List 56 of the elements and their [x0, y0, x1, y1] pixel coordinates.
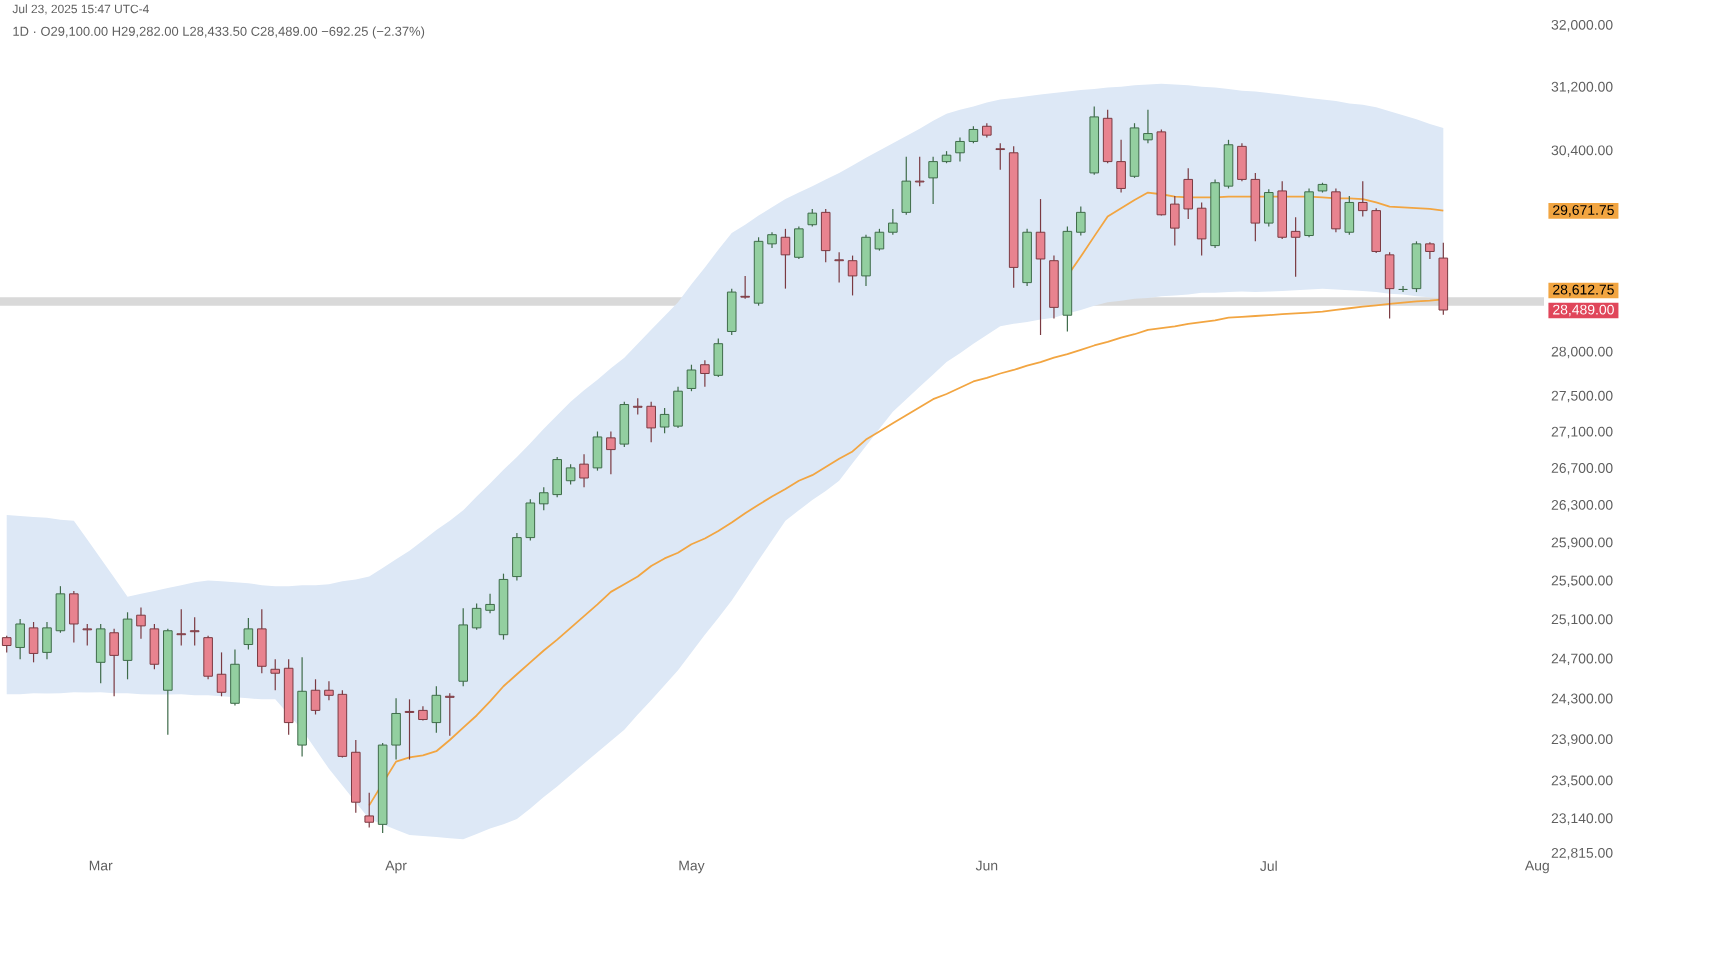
candlestick — [995, 142, 1006, 171]
candlestick — [619, 401, 630, 448]
candlestick — [15, 618, 25, 660]
candlestick — [136, 606, 146, 640]
candlestick — [1076, 205, 1086, 237]
candlestick — [901, 156, 912, 216]
candlestick — [444, 692, 455, 737]
candlestick — [834, 251, 844, 284]
candlestick — [606, 430, 616, 475]
candlestick — [243, 617, 254, 651]
candlestick — [1143, 109, 1153, 144]
candlestick — [95, 623, 106, 684]
candlestick — [1331, 187, 1341, 233]
candlestick — [82, 623, 93, 647]
candlestick — [700, 359, 710, 388]
candlestick — [713, 337, 724, 378]
candlestick — [109, 628, 119, 697]
candlestick — [364, 792, 375, 829]
candlestick — [780, 228, 791, 290]
candlestick — [431, 685, 442, 734]
candlestick — [1277, 180, 1287, 240]
candlestick — [928, 156, 938, 205]
candlestick — [1290, 216, 1301, 278]
candlestick — [216, 651, 227, 697]
candlestick — [1384, 251, 1395, 320]
candlestick — [404, 698, 415, 761]
candlestick — [1304, 187, 1314, 238]
candlestick — [270, 658, 281, 691]
candlestick — [579, 453, 589, 488]
candlestick — [1263, 188, 1274, 228]
candlestick — [794, 225, 804, 260]
candlestick — [914, 156, 925, 187]
candlestick — [592, 430, 603, 472]
candlestick — [888, 208, 898, 236]
candlestick — [1049, 254, 1059, 320]
candlestick — [257, 608, 267, 674]
candlestick — [686, 364, 697, 392]
candlestick — [1411, 240, 1422, 293]
candlestick — [203, 635, 213, 680]
candlestick — [122, 611, 133, 680]
candlestick — [28, 621, 39, 663]
candlestick — [740, 275, 750, 300]
candlestick — [189, 616, 200, 647]
candlestick — [726, 288, 737, 336]
candlestick — [69, 590, 79, 644]
candlestick — [1344, 195, 1355, 236]
candlestick — [847, 254, 858, 297]
candlestick — [310, 678, 321, 716]
candlestick — [1035, 198, 1046, 336]
candlestick — [820, 208, 831, 263]
candlestick — [565, 463, 576, 486]
candlestick — [230, 648, 240, 706]
candlestick — [149, 623, 160, 670]
candlestick — [176, 608, 187, 647]
candlestick — [1223, 139, 1234, 190]
candlestick — [1196, 201, 1207, 257]
